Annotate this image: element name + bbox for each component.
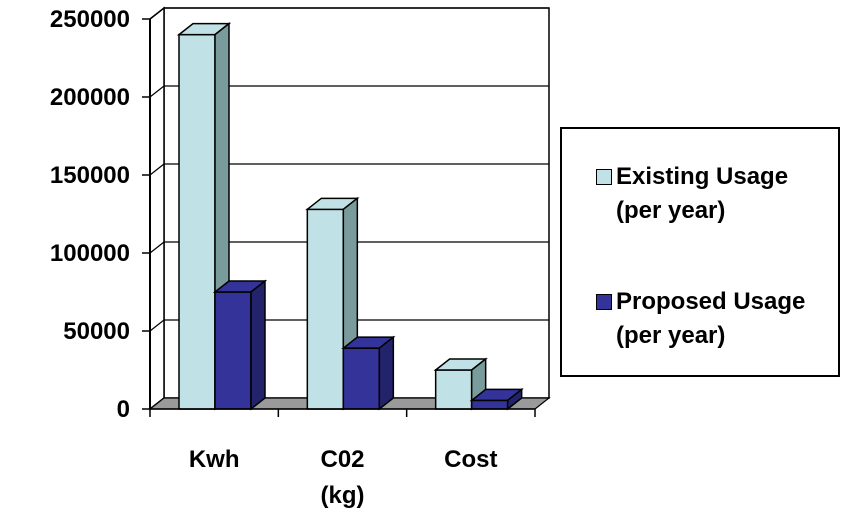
gridline-side [149, 85, 165, 98]
gridline-side [149, 163, 165, 176]
legend-swatch-proposed [596, 294, 612, 310]
y-tick-labels: 0 50000 100000 150000 200000 250000 [50, 6, 130, 423]
y-tick-label: 200000 [50, 84, 130, 111]
bar-side [250, 279, 266, 411]
x-tick-label: (kg) [321, 482, 365, 509]
bar-front [434, 369, 473, 410]
bar [469, 387, 524, 411]
bar [341, 335, 396, 411]
bar-front [342, 347, 381, 410]
legend-label-proposed: Proposed Usage (per year) [616, 285, 844, 353]
bar [212, 279, 268, 411]
bar-front [214, 291, 252, 410]
legend-label-line: (per year) [616, 322, 726, 349]
x-tick-label: Kwh [189, 446, 240, 473]
y-tick-label: 0 [117, 396, 130, 423]
legend: Existing Usage (per year) Proposed Usage… [560, 127, 840, 377]
y-tick-label: 100000 [50, 240, 130, 267]
bar-front [306, 208, 345, 410]
legend-label-line: (per year) [616, 197, 726, 224]
gridline-side [149, 7, 165, 20]
bar-front [470, 399, 509, 410]
x-tick-labels: Kwh C02 (kg) Cost [189, 446, 498, 509]
bar-front [178, 33, 216, 410]
y-tick-label: 250000 [50, 6, 130, 33]
y-axis [142, 18, 536, 417]
bars [176, 22, 524, 411]
legend-label-line: Proposed Usage [616, 288, 806, 315]
legend-label-existing: Existing Usage (per year) [616, 160, 844, 228]
y-tick-label: 150000 [50, 162, 130, 189]
side-wall [149, 6, 165, 411]
legend-swatch-existing [596, 169, 612, 185]
y-tick-label: 50000 [63, 318, 130, 345]
gridline-side [149, 241, 165, 254]
x-tick-label: Cost [444, 446, 497, 473]
bar-side [378, 335, 395, 411]
x-tick-label: C02 [320, 446, 364, 473]
gridline-side [149, 319, 165, 332]
bar-side [506, 387, 523, 411]
legend-label-line: Existing Usage [616, 163, 789, 190]
